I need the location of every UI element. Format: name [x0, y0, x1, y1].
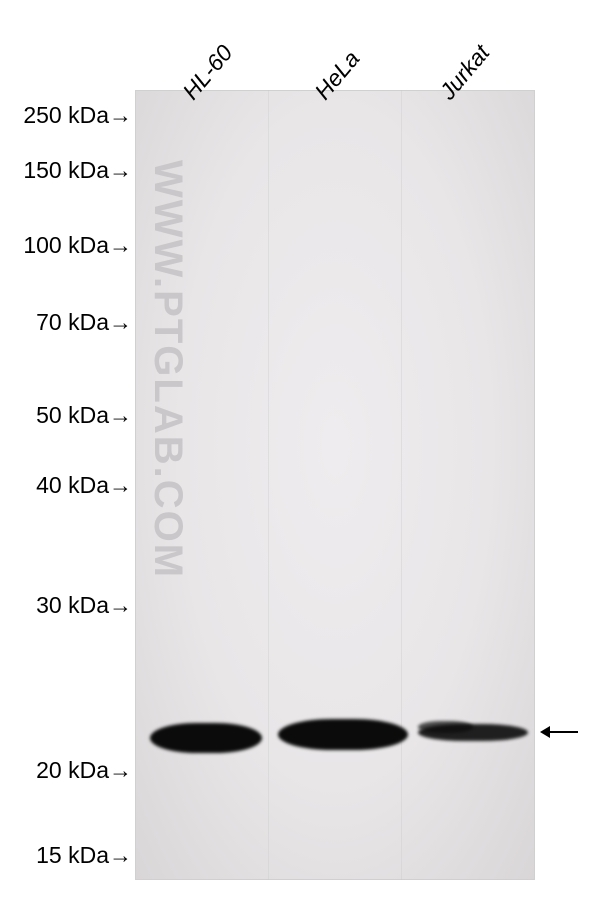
protein-band	[150, 723, 262, 753]
mw-marker-label: 40 kDa→	[36, 472, 132, 499]
target-band-arrow	[540, 726, 578, 738]
mw-marker-label: 250 kDa→	[23, 102, 132, 129]
mw-marker-label: 50 kDa→	[36, 402, 132, 429]
western-blot-figure: { "figure": { "type": "western-blot", "w…	[0, 0, 600, 903]
mw-marker-label: 150 kDa→	[23, 157, 132, 184]
mw-marker-label: 30 kDa→	[36, 592, 132, 619]
blot-membrane	[135, 90, 535, 880]
lane-divider	[268, 90, 269, 880]
mw-marker-label: 15 kDa→	[36, 842, 132, 869]
lane-divider	[401, 90, 402, 880]
mw-marker-label: 70 kDa→	[36, 309, 132, 336]
arrow-head-icon	[540, 726, 550, 738]
mw-marker-label: 100 kDa→	[23, 232, 132, 259]
protein-band	[278, 719, 408, 750]
protein-band	[418, 721, 473, 733]
mw-marker-label: 20 kDa→	[36, 757, 132, 784]
arrow-shaft	[548, 731, 578, 733]
